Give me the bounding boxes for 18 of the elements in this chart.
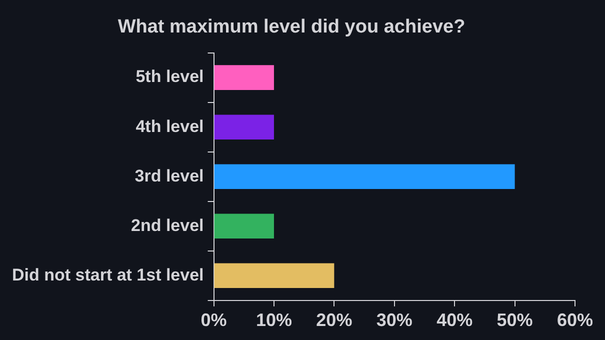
x-tick-label: 0% [200, 310, 227, 330]
x-tick-label: 60% [556, 310, 594, 330]
bar [214, 114, 274, 140]
x-tick-label: 40% [436, 310, 473, 330]
x-tick-label: 10% [256, 310, 292, 330]
x-tick-label: 50% [496, 310, 533, 330]
y-tick-label: 4th level [136, 116, 204, 136]
y-tick-label: 3rd level [134, 166, 204, 186]
y-tick-label: 5th level [136, 67, 204, 86]
bar [214, 164, 515, 189]
chart-title: What maximum level did you achieve? [118, 16, 466, 38]
y-tick-label: 2nd level [131, 216, 204, 235]
x-tick-label: 20% [316, 310, 352, 330]
bar [214, 65, 274, 90]
x-tick-label: 30% [376, 310, 412, 330]
y-tick-label: Did not start at 1st level [12, 265, 204, 284]
bar [214, 214, 274, 238]
bar [214, 263, 334, 288]
